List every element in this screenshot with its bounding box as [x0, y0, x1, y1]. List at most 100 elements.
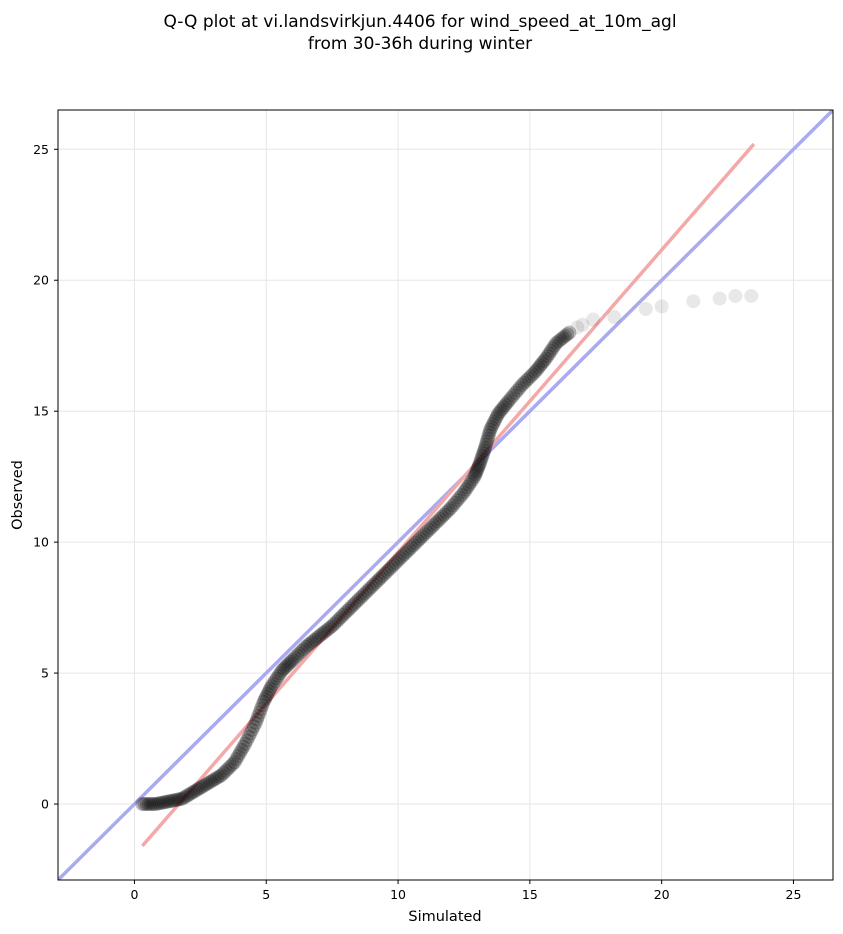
- quantile-point: [373, 570, 388, 585]
- quantile-point: [462, 477, 477, 492]
- quantile-point: [510, 383, 525, 398]
- quantile-point: [311, 629, 326, 644]
- quantile-point: [340, 603, 355, 618]
- quantile-point: [336, 608, 351, 623]
- quantile-point: [514, 378, 529, 392]
- quantile-point: [252, 705, 267, 720]
- tail-point: [686, 294, 701, 309]
- quantile-point: [157, 795, 172, 810]
- quantile-point: [298, 639, 313, 654]
- quantile-point: [241, 729, 256, 744]
- quantile-point: [498, 398, 513, 413]
- quantile-point: [135, 797, 150, 812]
- quantile-point: [275, 663, 290, 678]
- quantile-point: [458, 482, 473, 497]
- quantile-point: [329, 614, 344, 629]
- quantile-point: [406, 538, 421, 553]
- x-axis-ticks: 0 5 10 15 20 25: [130, 880, 801, 902]
- quantile-point: [558, 329, 573, 344]
- y-tick-label: 25: [33, 142, 49, 157]
- quantile-point: [174, 791, 189, 806]
- x-tick-label: 20: [654, 887, 670, 902]
- quantile-point: [199, 777, 214, 792]
- quantile-point: [484, 419, 499, 434]
- quantile-point: [353, 590, 368, 605]
- quantile-point: [150, 796, 165, 811]
- quantile-point: [432, 512, 447, 527]
- quantile-point: [318, 624, 333, 639]
- quantile-point: [535, 356, 550, 371]
- tail-point: [575, 317, 590, 332]
- quantile-point: [413, 531, 428, 546]
- quantile-point: [523, 369, 538, 384]
- quantile-point: [358, 586, 373, 601]
- quantile-point: [212, 769, 227, 784]
- quantile-point: [553, 332, 568, 347]
- quantile-point: [172, 792, 187, 807]
- quantile-point: [155, 795, 170, 810]
- quantile-point: [496, 400, 511, 415]
- quantile-point: [261, 684, 276, 699]
- quantile-point: [146, 797, 161, 812]
- quantile-point: [529, 362, 544, 377]
- quantile-point: [483, 422, 498, 437]
- quantile-point: [259, 689, 274, 704]
- y-tick-label: 5: [41, 666, 49, 681]
- quantile-point: [221, 761, 236, 776]
- quantile-point: [421, 522, 436, 537]
- quantile-point: [307, 632, 322, 647]
- quantile-point: [188, 783, 203, 798]
- tail-point: [712, 291, 727, 306]
- quantile-point: [508, 385, 523, 400]
- quantile-point: [305, 634, 320, 649]
- quantile-point: [201, 776, 216, 791]
- quantile-point: [477, 443, 492, 458]
- quantile-point: [273, 666, 288, 681]
- tail-point: [586, 312, 601, 327]
- quantile-point: [148, 797, 163, 812]
- x-tick-label: 15: [522, 887, 538, 902]
- quantile-point: [382, 562, 397, 577]
- quantile-point: [292, 646, 307, 661]
- quantile-point: [280, 658, 295, 673]
- quantile-point: [177, 790, 192, 805]
- quantile-point: [551, 334, 566, 349]
- quantile-point: [480, 431, 495, 446]
- quantile-point: [488, 412, 503, 427]
- quantile-point: [296, 642, 311, 657]
- quantile-point: [494, 402, 509, 417]
- quantile-point: [404, 540, 419, 555]
- quantile-point: [481, 428, 496, 443]
- quantile-point: [472, 456, 487, 471]
- quantile-point: [562, 325, 577, 340]
- quantile-point: [450, 493, 465, 508]
- quantile-point: [377, 566, 392, 581]
- tail-point: [638, 302, 653, 317]
- quantile-point: [236, 739, 251, 754]
- quantile-point: [460, 480, 475, 495]
- quantile-point: [239, 733, 254, 748]
- quantile-point: [257, 692, 272, 707]
- quantile-point: [434, 509, 449, 524]
- quantile-point: [248, 715, 263, 730]
- quantile-point: [478, 440, 493, 455]
- quantile-point: [443, 501, 458, 516]
- quantile-point: [475, 448, 490, 463]
- quantile-point: [506, 388, 521, 403]
- quantile-point: [251, 708, 266, 723]
- quantile-point: [214, 768, 229, 783]
- quantile-point: [232, 745, 247, 760]
- quantile-point: [287, 650, 302, 665]
- quantile-point: [238, 736, 253, 751]
- quantile-point: [471, 458, 486, 473]
- quantile-point: [316, 625, 331, 640]
- quantile-point: [276, 661, 291, 676]
- quantile-point: [555, 330, 570, 345]
- quantile-point: [448, 495, 463, 510]
- fit-line: [141, 142, 756, 848]
- chart-title: Q-Q plot at vi.landsvirkjun.4406 for win…: [163, 12, 676, 54]
- quantile-point: [364, 579, 379, 594]
- quantile-point: [519, 373, 534, 388]
- quantile-point: [227, 755, 242, 770]
- x-tick-label: 5: [262, 887, 270, 902]
